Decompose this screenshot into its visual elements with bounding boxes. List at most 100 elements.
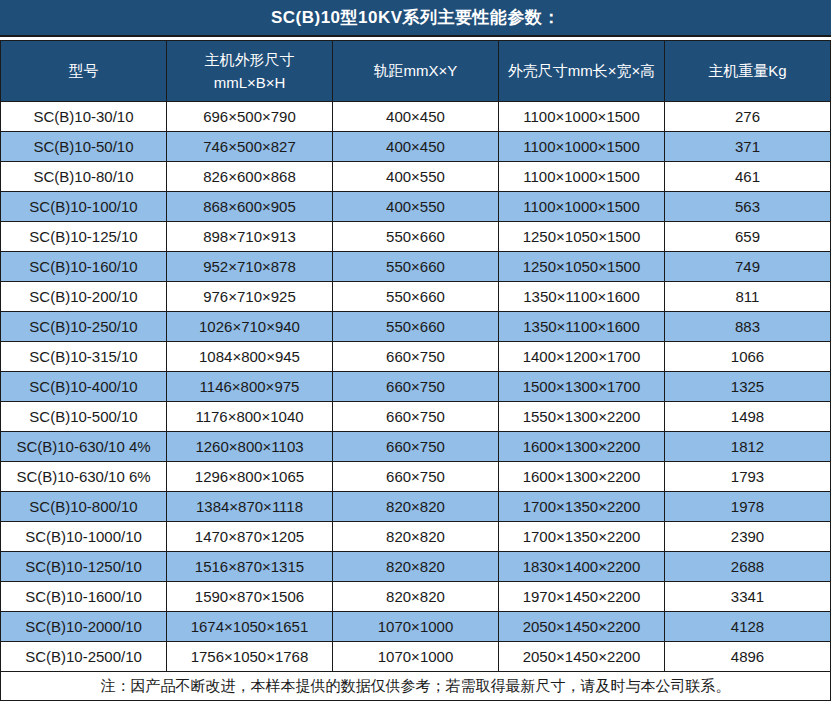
rail-gauge-cell: 820×820 xyxy=(333,582,499,612)
model-cell: SC(B)10-160/10 xyxy=(1,252,167,282)
unit-dimensions-cell: 1384×870×1118 xyxy=(167,492,333,522)
model-cell: SC(B)10-800/10 xyxy=(1,492,167,522)
table-row: SC(B)10-630/10 4%1260×800×1103660×750160… xyxy=(1,432,831,462)
enclosure-dimensions-cell: 1350×1100×1600 xyxy=(499,312,665,342)
model-cell: SC(B)10-400/10 xyxy=(1,372,167,402)
rail-gauge-cell: 660×750 xyxy=(333,402,499,432)
weight-cell: 883 xyxy=(665,312,831,342)
table-row: SC(B)10-30/10696×500×790400×4501100×1000… xyxy=(1,102,831,132)
enclosure-dimensions-cell: 1100×1000×1500 xyxy=(499,132,665,162)
column-header-line: 外壳尺寸mm长×宽×高 xyxy=(501,59,662,82)
table-row: SC(B)10-100/10868×600×905400×5501100×100… xyxy=(1,192,831,222)
model-cell: SC(B)10-2500/10 xyxy=(1,642,167,672)
rail-gauge-cell: 550×660 xyxy=(333,252,499,282)
weight-cell: 371 xyxy=(665,132,831,162)
unit-dimensions-cell: 1590×870×1506 xyxy=(167,582,333,612)
unit-dimensions-cell: 1146×800×975 xyxy=(167,372,333,402)
model-cell: SC(B)10-100/10 xyxy=(1,192,167,222)
unit-dimensions-cell: 1296×800×1065 xyxy=(167,462,333,492)
enclosure-dimensions-cell: 1250×1050×1500 xyxy=(499,222,665,252)
weight-cell: 2688 xyxy=(665,552,831,582)
unit-dimensions-cell: 1756×1050×1768 xyxy=(167,642,333,672)
table-footer: 注：因产品不断改进，本样本提供的数据仅供参考；若需取得最新尺寸，请及时与本公司联… xyxy=(1,672,831,701)
weight-cell: 1812 xyxy=(665,432,831,462)
table-row: SC(B)10-800/101384×870×1118820×8201700×1… xyxy=(1,492,831,522)
rail-gauge-cell: 660×750 xyxy=(333,372,499,402)
enclosure-dimensions-cell: 1100×1000×1500 xyxy=(499,162,665,192)
rail-gauge-cell: 660×750 xyxy=(333,462,499,492)
page-title-text: SC(B)10型10KV系列主要性能参数： xyxy=(271,6,560,29)
rail-gauge-cell: 550×660 xyxy=(333,312,499,342)
enclosure-dimensions-cell: 1400×1200×1700 xyxy=(499,342,665,372)
table-row: SC(B)10-1000/101470×870×1205820×8201700×… xyxy=(1,522,831,552)
table-row: SC(B)10-400/101146×800×975660×7501500×13… xyxy=(1,372,831,402)
page-title: SC(B)10型10KV系列主要性能参数： xyxy=(0,0,831,37)
spec-sheet: SC(B)10型10KV系列主要性能参数： 型号主机外形尺寸mmL×B×H轨距m… xyxy=(0,0,831,705)
unit-dimensions-cell: 868×600×905 xyxy=(167,192,333,222)
model-cell: SC(B)10-80/10 xyxy=(1,162,167,192)
weight-cell: 1793 xyxy=(665,462,831,492)
model-cell: SC(B)10-125/10 xyxy=(1,222,167,252)
weight-cell: 659 xyxy=(665,222,831,252)
weight-cell: 4128 xyxy=(665,612,831,642)
enclosure-dimensions-cell: 1700×1350×2200 xyxy=(499,522,665,552)
unit-dimensions-cell: 1470×870×1205 xyxy=(167,522,333,552)
enclosure-dimensions-cell: 1550×1300×2200 xyxy=(499,402,665,432)
weight-cell: 1498 xyxy=(665,402,831,432)
unit-dimensions-cell: 826×600×868 xyxy=(167,162,333,192)
model-cell: SC(B)10-630/10 4% xyxy=(1,432,167,462)
column-header-line: 轨距mmX×Y xyxy=(335,59,496,82)
table-row: SC(B)10-200/10976×710×925550×6601350×110… xyxy=(1,282,831,312)
unit-dimensions-cell: 1084×800×945 xyxy=(167,342,333,372)
table-row: SC(B)10-500/101176×800×1040660×7501550×1… xyxy=(1,402,831,432)
column-header: 主机外形尺寸mmL×B×H xyxy=(167,41,333,102)
model-cell: SC(B)10-630/10 6% xyxy=(1,462,167,492)
model-cell: SC(B)10-30/10 xyxy=(1,102,167,132)
weight-cell: 2390 xyxy=(665,522,831,552)
enclosure-dimensions-cell: 2050×1450×2200 xyxy=(499,642,665,672)
unit-dimensions-cell: 1176×800×1040 xyxy=(167,402,333,432)
rail-gauge-cell: 400×450 xyxy=(333,132,499,162)
table-row: SC(B)10-2000/101674×1050×16511070×100020… xyxy=(1,612,831,642)
weight-cell: 3341 xyxy=(665,582,831,612)
model-cell: SC(B)10-1250/10 xyxy=(1,552,167,582)
unit-dimensions-cell: 1674×1050×1651 xyxy=(167,612,333,642)
table-row: SC(B)10-2500/101756×1050×17681070×100020… xyxy=(1,642,831,672)
unit-dimensions-cell: 898×710×913 xyxy=(167,222,333,252)
rail-gauge-cell: 550×660 xyxy=(333,282,499,312)
spec-table: 型号主机外形尺寸mmL×B×H轨距mmX×Y外壳尺寸mm长×宽×高主机重量Kg … xyxy=(0,40,831,701)
enclosure-dimensions-cell: 1100×1000×1500 xyxy=(499,102,665,132)
weight-cell: 563 xyxy=(665,192,831,222)
weight-cell: 1978 xyxy=(665,492,831,522)
table-row: SC(B)10-125/10898×710×913550×6601250×105… xyxy=(1,222,831,252)
unit-dimensions-cell: 1026×710×940 xyxy=(167,312,333,342)
weight-cell: 749 xyxy=(665,252,831,282)
rail-gauge-cell: 1070×1000 xyxy=(333,642,499,672)
enclosure-dimensions-cell: 1970×1450×2200 xyxy=(499,582,665,612)
model-cell: SC(B)10-500/10 xyxy=(1,402,167,432)
enclosure-dimensions-cell: 2050×1450×2200 xyxy=(499,612,665,642)
weight-cell: 1325 xyxy=(665,372,831,402)
enclosure-dimensions-cell: 1700×1350×2200 xyxy=(499,492,665,522)
enclosure-dimensions-cell: 1500×1300×1700 xyxy=(499,372,665,402)
unit-dimensions-cell: 746×500×827 xyxy=(167,132,333,162)
weight-cell: 276 xyxy=(665,102,831,132)
rail-gauge-cell: 400×550 xyxy=(333,162,499,192)
weight-cell: 1066 xyxy=(665,342,831,372)
column-header: 外壳尺寸mm长×宽×高 xyxy=(499,41,665,102)
rail-gauge-cell: 820×820 xyxy=(333,522,499,552)
table-body: SC(B)10-30/10696×500×790400×4501100×1000… xyxy=(1,102,831,672)
model-cell: SC(B)10-1000/10 xyxy=(1,522,167,552)
table-row: SC(B)10-1600/101590×870×1506820×8201970×… xyxy=(1,582,831,612)
enclosure-dimensions-cell: 1350×1100×1600 xyxy=(499,282,665,312)
table-row: SC(B)10-80/10826×600×868400×5501100×1000… xyxy=(1,162,831,192)
rail-gauge-cell: 400×550 xyxy=(333,192,499,222)
rail-gauge-cell: 660×750 xyxy=(333,342,499,372)
weight-cell: 461 xyxy=(665,162,831,192)
table-row: SC(B)10-50/10746×500×827400×4501100×1000… xyxy=(1,132,831,162)
rail-gauge-cell: 1070×1000 xyxy=(333,612,499,642)
unit-dimensions-cell: 976×710×925 xyxy=(167,282,333,312)
enclosure-dimensions-cell: 1100×1000×1500 xyxy=(499,192,665,222)
model-cell: SC(B)10-1600/10 xyxy=(1,582,167,612)
model-cell: SC(B)10-315/10 xyxy=(1,342,167,372)
